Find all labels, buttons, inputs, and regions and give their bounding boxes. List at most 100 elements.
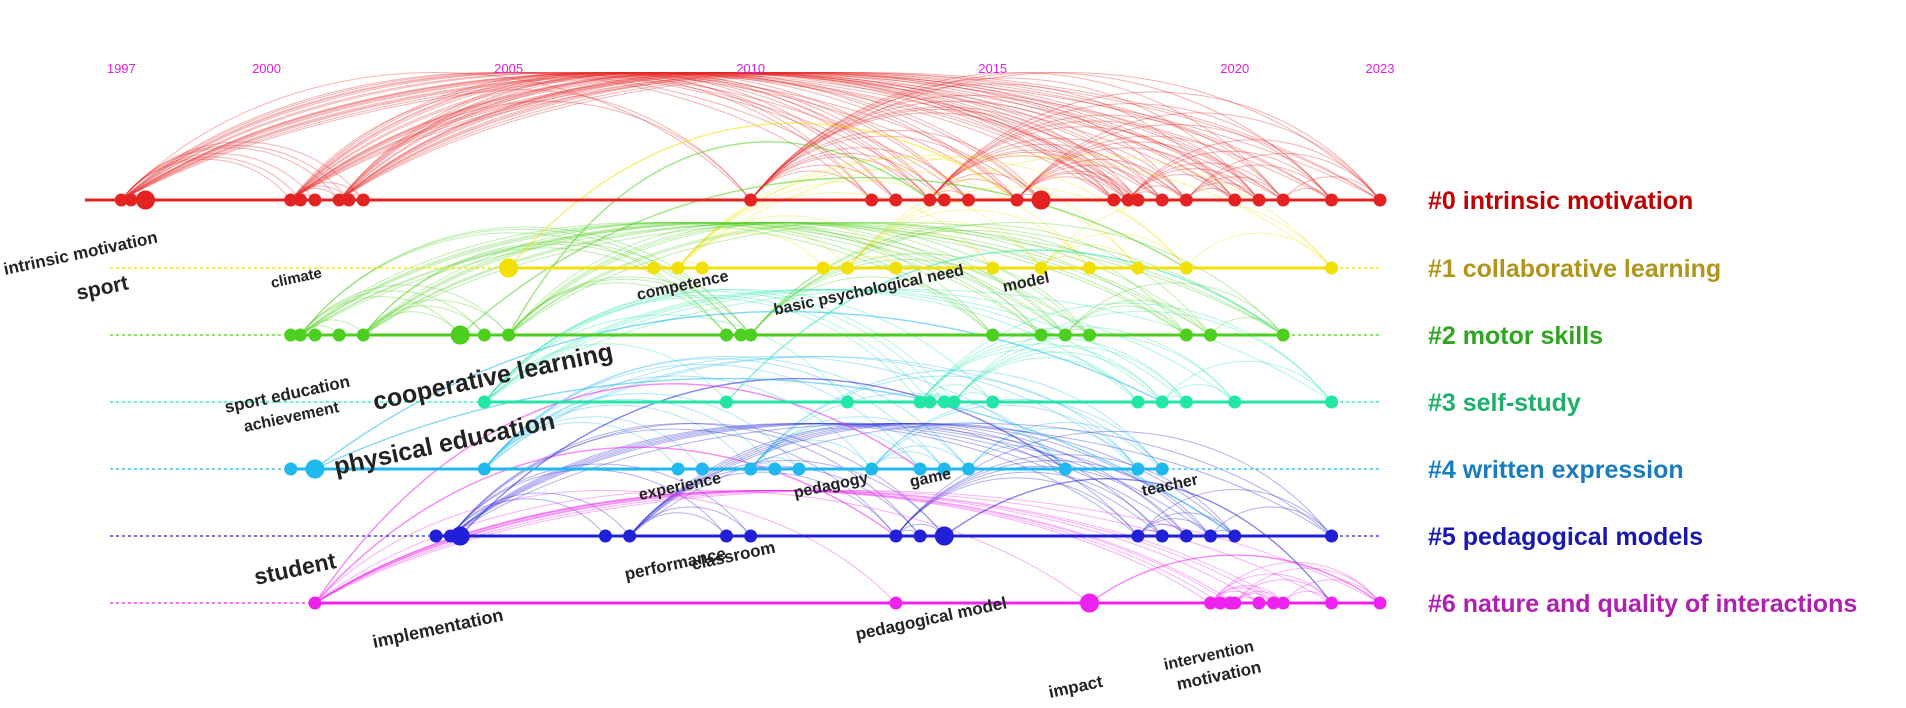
cluster-3-arc-6 — [484, 289, 994, 403]
cluster-5-node-14 — [1228, 529, 1242, 543]
cluster-2-arc-40 — [750, 259, 1066, 336]
cluster-1-arc-3 — [677, 215, 897, 269]
cluster-4-arc-4 — [483, 393, 800, 470]
cluster-1-node-7 — [986, 261, 1000, 275]
cluster-0-arc-95 — [929, 91, 1381, 201]
cluster-2-arc-27 — [363, 222, 1284, 336]
cluster-2-arc-31 — [508, 222, 994, 336]
cluster-6-arc-10 — [314, 490, 1381, 604]
cluster-0-arc-105 — [1016, 124, 1332, 201]
cluster-3-arc-10 — [484, 289, 1236, 403]
cluster-2-arc-48 — [1064, 282, 1284, 336]
cluster-3-arc-1 — [483, 314, 848, 403]
cluster-2-node-8 — [719, 328, 733, 342]
cluster-5-node-9 — [934, 526, 954, 546]
cluster-0-arc-69 — [750, 153, 945, 201]
cluster-0-arc-24 — [121, 72, 1381, 201]
year-label-2023: 2023 — [1366, 61, 1395, 76]
cluster-2-node-1 — [293, 328, 307, 342]
cluster-5-arc-26 — [895, 477, 1139, 537]
cluster-0-arc-118 — [1185, 153, 1381, 201]
cluster-2-arc-9 — [300, 222, 1042, 336]
cluster-label-5: #5 pedagogical models — [1428, 523, 1703, 551]
cluster-5-arc-4 — [450, 428, 897, 537]
cluster-0-node-25 — [1325, 193, 1339, 207]
cluster-1-arc-19 — [1040, 232, 1187, 269]
cluster-0-arc-37 — [290, 72, 1115, 201]
cluster-4-arc-28 — [968, 428, 1139, 470]
cluster-0-arc-40 — [290, 72, 1163, 201]
cluster-3-arc-27 — [1161, 384, 1236, 403]
cluster-0-arc-56 — [338, 72, 1115, 201]
cluster-4-arc-9 — [484, 356, 1066, 470]
cluster-5-node-4 — [623, 529, 637, 543]
cluster-0-arc-13 — [121, 72, 1018, 201]
cluster-3-node-4 — [923, 395, 937, 409]
cluster-5-arc-12 — [450, 423, 1332, 537]
cluster-5-arc-17 — [629, 460, 945, 537]
cluster-4-arc-0 — [483, 422, 679, 470]
cluster-0-node-1 — [124, 193, 138, 207]
keyword-classroom: classroom — [690, 538, 777, 574]
cluster-0-arc-36 — [290, 72, 1042, 201]
cluster-5-arc-35 — [1137, 512, 1236, 537]
cluster-6-arc-13 — [1210, 587, 1274, 604]
cluster-5-node-3 — [598, 529, 612, 543]
cluster-0-arc-17 — [121, 72, 1139, 201]
cluster-0-node-12 — [923, 193, 937, 207]
cluster-2-node-13 — [1058, 328, 1072, 342]
cross-cluster-arc-8 — [943, 477, 1333, 604]
cluster-6-arc-4 — [314, 490, 1231, 604]
cluster-2-arc-23 — [363, 222, 1066, 336]
cluster-4-node-0 — [284, 462, 298, 476]
cluster-0-node-11 — [889, 193, 903, 207]
cluster-4-arc-29 — [968, 422, 1163, 470]
cluster-0-arc-76 — [750, 100, 1163, 201]
cluster-5-arc-36 — [1137, 489, 1332, 537]
cluster-3-node-11 — [1228, 395, 1242, 409]
cluster-6-arc-2 — [314, 490, 1211, 604]
cluster-2-arc-6 — [300, 228, 742, 336]
year-label-2005: 2005 — [494, 61, 523, 76]
cluster-0-arc-85 — [929, 172, 1042, 201]
cluster-0-arc-12 — [120, 72, 969, 201]
cluster-2-node-12 — [1034, 328, 1048, 342]
cluster-5-arc-31 — [895, 430, 1332, 537]
cluster-0-arc-94 — [929, 103, 1332, 201]
cluster-2-node-16 — [1204, 328, 1218, 342]
cluster-6-node-0 — [308, 596, 322, 610]
cluster-0-arc-117 — [1185, 164, 1332, 201]
cluster-6-node-10 — [1325, 596, 1339, 610]
keyword-impact: impact — [1047, 672, 1105, 702]
cluster-0-arc-89 — [929, 143, 1163, 201]
cluster-6-arc-6 — [314, 490, 1260, 604]
cluster-0-arc-45 — [290, 72, 1332, 201]
cluster-2-arc-15 — [362, 311, 461, 336]
cluster-5-node-12 — [1179, 529, 1193, 543]
cluster-2-arc-14 — [300, 222, 1284, 336]
cluster-1-arc-7 — [677, 157, 1139, 269]
cluster-0-node-20 — [1155, 193, 1169, 207]
cross-cluster-arc-5 — [725, 249, 1284, 403]
year-label-1997: 1997 — [107, 61, 136, 76]
cluster-label-1: #1 collaborative learning — [1428, 255, 1721, 283]
cluster-4-node-12 — [1058, 462, 1072, 476]
cluster-5-arc-18 — [629, 423, 1139, 537]
cluster-0-node-17 — [1107, 193, 1121, 207]
cluster-3-arc-5 — [483, 289, 955, 403]
cluster-2-arc-47 — [1064, 299, 1211, 336]
cluster-2-arc-22 — [363, 222, 1042, 336]
cluster-0-arc-68 — [750, 156, 931, 201]
cluster-0-arc-93 — [929, 114, 1284, 201]
cluster-2-arc-19 — [362, 244, 742, 336]
cluster-0-arc-4 — [120, 147, 340, 201]
cluster-6-arc-8 — [314, 490, 1284, 604]
cluster-6-node-6 — [1228, 596, 1242, 610]
cluster-0-arc-66 — [750, 170, 873, 201]
cluster-5-arc-15 — [629, 471, 897, 537]
cluster-1-node-1 — [647, 261, 661, 275]
cluster-0-arc-119 — [1282, 187, 1332, 201]
cluster-0-arc-88 — [929, 149, 1139, 201]
cluster-0-arc-31 — [290, 72, 897, 201]
cluster-4-arc-14 — [750, 439, 873, 470]
